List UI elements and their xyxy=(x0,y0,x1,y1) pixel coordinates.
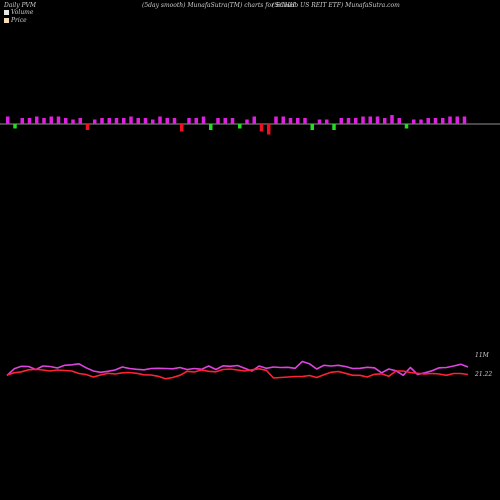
volume-value-label: 11M xyxy=(475,352,490,359)
momentum-bar xyxy=(13,124,17,129)
momentum-bar xyxy=(180,124,184,132)
momentum-bar xyxy=(288,118,293,124)
momentum-bar xyxy=(332,124,336,130)
momentum-bar xyxy=(375,116,380,124)
momentum-bar xyxy=(281,116,285,124)
momentum-bar xyxy=(223,118,227,124)
legend-price-swatch xyxy=(4,18,9,23)
momentum-bar xyxy=(129,116,133,124)
volume-line xyxy=(6,360,469,377)
momentum-bar xyxy=(100,118,104,124)
legend-volume-label: Volume xyxy=(11,9,34,16)
momentum-bar xyxy=(462,116,467,124)
momentum-bar xyxy=(267,124,271,135)
momentum-bar xyxy=(259,124,264,132)
momentum-bar xyxy=(274,116,278,124)
momentum-bars xyxy=(6,115,467,135)
momentum-bar xyxy=(383,118,387,124)
momentum-bar xyxy=(361,116,365,124)
momentum-bar xyxy=(230,118,235,124)
legend-volume-swatch xyxy=(4,10,9,15)
momentum-bar xyxy=(78,118,82,124)
momentum-bar xyxy=(317,119,322,124)
momentum-bar xyxy=(390,115,394,124)
momentum-bar xyxy=(71,119,75,124)
price-volume-lines xyxy=(6,360,469,380)
momentum-bar xyxy=(158,116,162,124)
momentum-bar xyxy=(238,124,242,129)
momentum-bar xyxy=(325,119,329,124)
momentum-bar xyxy=(85,124,90,130)
momentum-bar xyxy=(187,118,191,124)
momentum-bar xyxy=(6,116,10,124)
momentum-bar xyxy=(49,116,53,124)
momentum-bar xyxy=(426,118,430,124)
legend-price-label: Price xyxy=(11,17,27,24)
momentum-bar xyxy=(448,116,452,124)
momentum-bar xyxy=(143,118,148,124)
momentum-bar xyxy=(419,119,423,124)
momentum-bar xyxy=(122,118,126,124)
momentum-bar xyxy=(107,118,111,124)
chart-header-title: (5day smooth) MunafaSutra(TM) charts for… xyxy=(142,2,296,9)
momentum-bar xyxy=(346,118,351,124)
momentum-bar xyxy=(136,118,140,124)
momentum-bar xyxy=(56,116,61,124)
momentum-bar xyxy=(42,118,46,124)
momentum-bar xyxy=(339,118,343,124)
momentum-bar xyxy=(368,116,372,124)
momentum-bar xyxy=(296,118,300,124)
chart-header-source: (Schwab US REIT ETF) MunafaSutra.com xyxy=(272,2,400,9)
momentum-bar xyxy=(397,118,401,124)
price-value-label: 21.22 xyxy=(474,371,492,378)
momentum-bar xyxy=(310,124,314,130)
momentum-bar xyxy=(114,118,119,124)
momentum-bar xyxy=(245,119,249,124)
momentum-bar xyxy=(201,116,206,124)
momentum-bar xyxy=(404,124,409,129)
momentum-bar xyxy=(151,119,155,124)
momentum-bar xyxy=(20,118,24,124)
momentum-bar xyxy=(194,118,198,124)
momentum-bar xyxy=(412,119,416,124)
price-line xyxy=(6,367,469,380)
legend-price: Price xyxy=(4,17,27,24)
momentum-bar xyxy=(303,118,307,124)
momentum-bar xyxy=(354,118,358,124)
momentum-bar xyxy=(455,116,459,124)
momentum-bar xyxy=(216,118,220,124)
momentum-bar xyxy=(35,116,39,124)
momentum-bar xyxy=(172,118,177,124)
legend-volume: Volume xyxy=(4,9,33,16)
momentum-bar xyxy=(252,116,256,124)
momentum-bar xyxy=(441,118,445,124)
momentum-bar xyxy=(209,124,213,130)
chart-header-left: Daily PVM xyxy=(4,2,37,9)
momentum-bar xyxy=(27,118,32,124)
momentum-bar xyxy=(93,119,97,124)
momentum-bar xyxy=(64,118,68,124)
momentum-bar xyxy=(165,118,169,124)
momentum-bar xyxy=(433,118,438,124)
